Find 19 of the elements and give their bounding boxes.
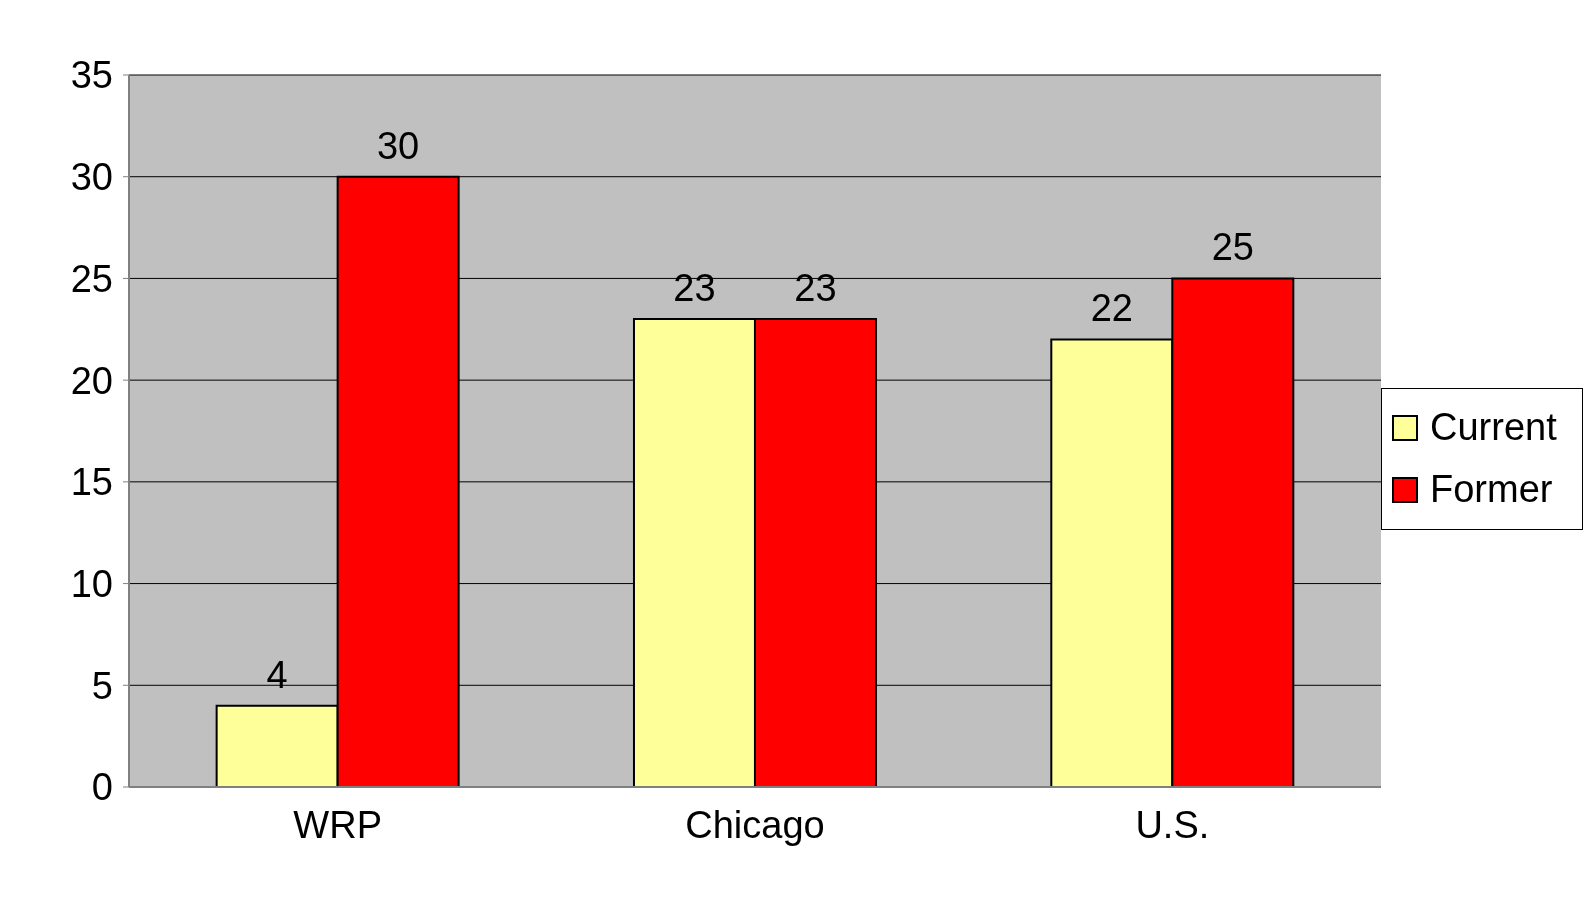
- legend-label: Former: [1430, 468, 1553, 511]
- x-tick-label: WRP: [293, 803, 382, 846]
- legend-label: Current: [1430, 406, 1557, 449]
- data-label: 23: [673, 267, 716, 310]
- data-label: 4: [266, 653, 288, 696]
- y-tick-label: 5: [91, 664, 113, 707]
- y-tick-label: 0: [91, 766, 113, 809]
- y-tick-label: 15: [70, 461, 113, 504]
- data-label: 30: [377, 124, 420, 167]
- data-label: 22: [1090, 287, 1133, 330]
- y-tick-label: 25: [70, 257, 113, 300]
- y-tick-label: 35: [70, 54, 113, 97]
- x-tick-label: U.S.: [1135, 803, 1210, 846]
- x-tick-label: Chicago: [685, 803, 825, 846]
- data-label: 23: [794, 267, 837, 310]
- y-tick-label: 20: [70, 359, 113, 402]
- y-tick-label: 30: [70, 156, 113, 199]
- y-tick-label: 10: [70, 563, 113, 606]
- data-label: 25: [1211, 226, 1254, 269]
